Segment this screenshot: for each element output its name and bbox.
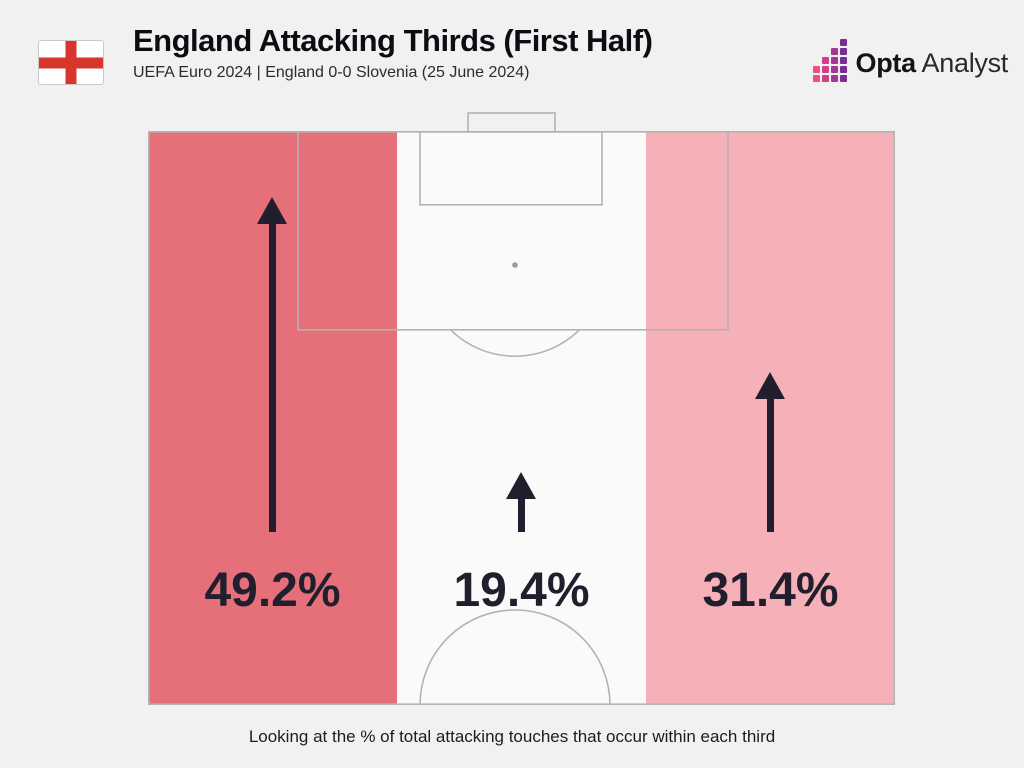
central-third-zone [397,131,646,705]
footnote-caption: Looking at the % of total attacking touc… [248,727,776,746]
right-third-arrow [755,372,785,532]
page-subtitle: UEFA Euro 2024 | England 0-0 Slovenia (2… [133,64,530,81]
page-title: England Attacking Thirds (First Half) [133,23,653,58]
right-third-value: 31.4% [702,564,839,617]
pitch: 49.2% 19.4% 31.4% [148,112,895,705]
central-third-arrow [506,472,536,532]
brand-name-bold: Opta [855,47,917,78]
central-third-value: 19.4% [453,564,590,617]
left-third-value: 49.2% [204,564,341,617]
arrow-shaft [766,399,774,532]
brand-name-analyst: Analyst [921,47,1009,78]
title-block: England Attacking Thirds (First Half) UE… [133,23,653,82]
flag-cross-vertical [65,41,77,84]
opta-analyst-logo: Opta Analyst [812,39,1009,82]
opta-logo-icon [812,39,847,82]
arrow-head-icon [506,472,536,499]
arrow-shaft [517,499,525,532]
opta-logo-text: Opta Analyst [855,47,1009,79]
arrow-head-icon [257,197,287,224]
arrow-shaft [268,224,276,532]
arrow-head-icon [755,372,785,399]
left-third-arrow [257,197,287,532]
england-flag-icon [38,40,104,85]
